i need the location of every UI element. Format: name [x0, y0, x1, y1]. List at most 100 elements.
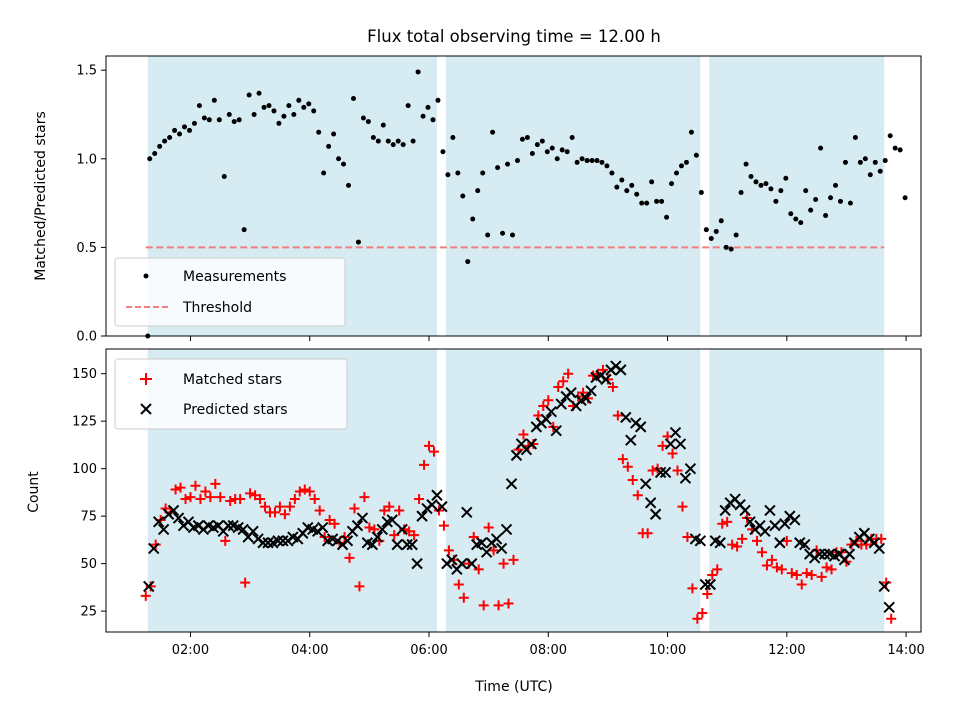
- measurement-point: [236, 117, 242, 123]
- matched-star-point: [672, 465, 683, 476]
- measurement-point: [693, 152, 699, 158]
- matched-star-point: [309, 494, 320, 505]
- matched-star-point: [190, 480, 201, 491]
- predicted-star-point: [843, 548, 856, 560]
- measurement-point: [365, 119, 371, 125]
- measurement-point: [718, 218, 724, 224]
- matched-star-point: [508, 554, 519, 565]
- measurement-point: [296, 97, 302, 103]
- matched-star-point: [776, 564, 787, 575]
- measurement-point: [500, 230, 506, 236]
- matched-star-point: [483, 522, 494, 533]
- chart-title: Flux total observing time = 12.00 h: [367, 27, 661, 46]
- matched-star-point: [185, 492, 196, 503]
- matched-star-point: [424, 440, 435, 451]
- predicted-star-point: [674, 438, 687, 450]
- matched-star-point: [488, 545, 499, 556]
- measurement-point: [425, 104, 431, 110]
- measurement-point: [823, 212, 829, 218]
- predicted-star-point: [277, 535, 289, 547]
- matched-star-point: [438, 520, 449, 531]
- matched-star-point: [766, 554, 777, 565]
- measurement-point: [514, 158, 520, 164]
- predicted-star-point: [694, 535, 707, 547]
- count-x-ticks: 02:00 04:00 06:00 08:00 10:00 12:00 14:00: [172, 632, 925, 658]
- predicted-star-point: [490, 533, 503, 545]
- measurement-point: [664, 214, 670, 220]
- y-tick-label: 75: [80, 510, 97, 525]
- threshold-legend-label: Threshold: [182, 300, 252, 316]
- measurement-point: [355, 239, 361, 245]
- matched-star-point: [443, 545, 454, 556]
- predicted-star-point: [172, 512, 185, 524]
- measurement-point: [544, 149, 550, 155]
- matched-star-point: [622, 461, 633, 472]
- measurement-point: [624, 188, 630, 194]
- y-tick-label: 1.0: [76, 152, 97, 167]
- predicted-star-point: [351, 519, 364, 532]
- predicted-star-point: [461, 506, 473, 519]
- measurement-points: [145, 69, 908, 339]
- measurement-point: [226, 111, 232, 117]
- measurement-point: [380, 122, 386, 128]
- matched-star-point: [498, 558, 509, 569]
- measurement-point: [862, 156, 868, 162]
- matched-star-point: [240, 577, 251, 588]
- predicted-star-point: [366, 538, 379, 551]
- measurement-point: [281, 113, 287, 119]
- measurement-point: [813, 197, 819, 203]
- predicted-star-point: [356, 512, 369, 524]
- matched-star-point: [771, 562, 782, 573]
- x-axis-title: Time (UTC): [474, 679, 552, 695]
- measurement-point: [554, 156, 560, 162]
- measurement-point: [634, 191, 640, 197]
- predicted-star-point: [157, 523, 170, 536]
- matched-star-point: [195, 494, 206, 505]
- measurement-point: [490, 129, 496, 135]
- matched-star-point: [632, 490, 643, 501]
- measurement-point: [266, 103, 272, 109]
- matched-star-point: [493, 600, 504, 611]
- matched-star-point: [210, 478, 221, 489]
- measurement-point: [519, 136, 525, 142]
- measurement-point: [480, 170, 486, 176]
- measurement-point: [698, 189, 704, 195]
- measurement-point: [162, 138, 168, 144]
- measurement-point: [882, 158, 888, 164]
- predicted-star-point: [550, 424, 562, 437]
- matched-star-point: [478, 600, 489, 611]
- predicted-star-point: [152, 516, 165, 528]
- measurement-point: [549, 145, 555, 151]
- matched-star-point: [756, 547, 767, 558]
- measurement-point: [609, 170, 615, 176]
- matched-star-point: [180, 494, 191, 505]
- measurement-point: [450, 135, 456, 141]
- matched-star-point: [245, 488, 256, 499]
- predicted-star-point: [659, 466, 672, 479]
- measurement-point: [857, 159, 863, 165]
- matched-star-point: [627, 475, 638, 486]
- count-panel: 25 50 75 100 125 150 02:00 04:00 06:00 08:00 10:0…: [26, 348, 925, 695]
- matched-star-point: [394, 505, 405, 516]
- matched-star-point: [697, 608, 708, 619]
- matched-star-point: [140, 590, 151, 601]
- matched-star-point: [260, 501, 271, 512]
- measurement-point: [778, 188, 784, 194]
- measurement-point: [877, 168, 883, 174]
- measurement-point: [604, 163, 610, 169]
- matched-star-point: [667, 448, 678, 459]
- measurement-point: [852, 135, 858, 141]
- measurement-point: [321, 170, 327, 176]
- measurement-point: [654, 198, 660, 204]
- measurement-point: [867, 172, 873, 178]
- measurement-point: [316, 129, 322, 135]
- measurement-point: [639, 200, 645, 206]
- matched-star-point: [712, 564, 723, 575]
- measurement-point: [201, 115, 207, 121]
- matched-star-point: [732, 541, 743, 552]
- y-tick-label: 150: [72, 367, 97, 382]
- matched-star-point: [284, 501, 295, 512]
- measurement-point: [534, 142, 540, 148]
- predicted-star-point: [759, 525, 771, 538]
- matched-star-point: [329, 518, 340, 529]
